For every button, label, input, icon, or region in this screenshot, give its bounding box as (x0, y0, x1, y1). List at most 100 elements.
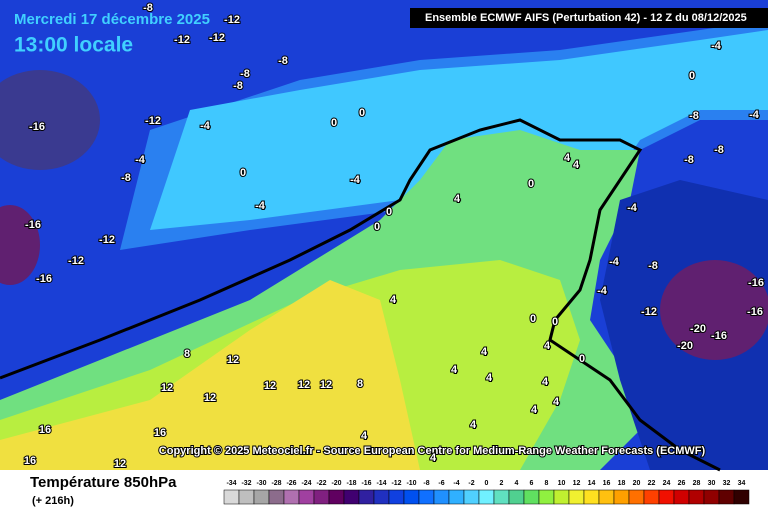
scale-label: -30 (256, 480, 266, 487)
scale-swatch (403, 489, 420, 505)
contour-label: -20 (690, 323, 706, 335)
model-info: Ensemble ECMWF AIFS (Perturbation 42) - … (425, 12, 747, 24)
contour-label: -8 (143, 2, 153, 14)
contour-label: -12 (209, 32, 225, 44)
contour-label: 4 (390, 294, 397, 306)
scale-swatch (553, 489, 570, 505)
scale-label: 2 (500, 480, 504, 487)
contour-label: 4 (481, 346, 488, 358)
contour-label: 8 (357, 378, 363, 390)
scale-swatch (493, 489, 510, 505)
scale-swatch (298, 489, 315, 505)
scale-label: 0 (485, 480, 489, 487)
scale-swatch (253, 489, 270, 505)
contour-label: 16 (154, 427, 166, 439)
scale-swatch (613, 489, 630, 505)
cold-core (0, 205, 40, 285)
scale-swatch (673, 489, 690, 505)
contour-label: -16 (36, 273, 52, 285)
contour-label: 0 (579, 353, 585, 365)
contour-label: 0 (359, 107, 365, 119)
contour-label: 4 (544, 340, 551, 352)
contour-label: 0 (374, 221, 380, 233)
scale-swatch (643, 489, 660, 505)
scale-swatch (418, 489, 435, 505)
scale-swatch (343, 489, 360, 505)
scale-label: 10 (558, 480, 566, 487)
scale-swatch (223, 489, 240, 505)
scale-label: -26 (286, 480, 296, 487)
contour-label: 12 (298, 379, 310, 391)
scale-label: -8 (423, 480, 429, 487)
scale-swatch (733, 489, 750, 505)
scale-label: -14 (376, 480, 386, 487)
contour-label: 16 (39, 424, 51, 436)
contour-label: -12 (68, 255, 84, 267)
scale-swatch (478, 489, 495, 505)
scale-label: 30 (708, 480, 716, 487)
scale-label: -22 (316, 480, 326, 487)
scale-label: -4 (453, 480, 459, 487)
contour-label: -8 (233, 80, 243, 92)
contour-label: -4 (255, 200, 266, 212)
contour-label: 12 (320, 379, 332, 391)
contour-label: 4 (454, 193, 461, 205)
contour-label: 12 (114, 458, 126, 470)
footer-lead: (+ 216h) (32, 495, 74, 507)
contour-label: 0 (386, 206, 392, 218)
contour-label: -16 (748, 277, 764, 289)
contour-label: -8 (121, 172, 131, 184)
scale-swatch (703, 489, 720, 505)
contour-label: 4 (564, 152, 571, 164)
footer-title: Température 850hPa (30, 474, 177, 491)
scale-label: -20 (331, 480, 341, 487)
contour-label: -8 (689, 110, 699, 122)
cold-core (660, 260, 768, 360)
contour-label: -12 (145, 115, 161, 127)
contour-label: 4 (430, 452, 437, 464)
scale-label: 6 (530, 480, 534, 487)
contour-label: 12 (227, 354, 239, 366)
contour-label: 0 (530, 313, 536, 325)
contour-label: -16 (747, 306, 763, 318)
scale-label: 32 (723, 480, 731, 487)
scale-label: 4 (515, 480, 519, 487)
scale-label: 18 (618, 480, 626, 487)
contour-label: -8 (648, 260, 658, 272)
scale-swatch (523, 489, 540, 505)
contour-label: -8 (278, 55, 288, 67)
scale-swatch (718, 489, 735, 505)
scale-swatch (538, 489, 555, 505)
contour-label: 12 (161, 382, 173, 394)
contour-label: -16 (711, 330, 727, 342)
contour-label: 4 (531, 404, 538, 416)
scale-swatch (658, 489, 675, 505)
contour-label: -8 (684, 154, 694, 166)
scale-label: -18 (346, 480, 356, 487)
scale-swatch (313, 489, 330, 505)
contour-label: 0 (331, 117, 337, 129)
scale-label: -2 (468, 480, 474, 487)
contour-label: -8 (240, 68, 250, 80)
scale-swatch (268, 489, 285, 505)
scale-swatch (358, 489, 375, 505)
scale-label: 16 (603, 480, 611, 487)
scale-label: 12 (573, 480, 581, 487)
scale-swatch (373, 489, 390, 505)
contour-label: 8 (184, 348, 190, 360)
contour-label: -12 (99, 234, 115, 246)
contour-label: 4 (573, 159, 580, 171)
scale-swatch (583, 489, 600, 505)
contour-label: -4 (200, 120, 211, 132)
contour-label: 4 (470, 419, 477, 431)
contour-label: -4 (749, 109, 760, 121)
scale-label: -34 (226, 480, 236, 487)
contour-label: 4 (361, 430, 368, 442)
time: 13:00 locale (14, 34, 133, 57)
copyright: Copyright © 2025 Meteociel.fr - Source E… (159, 445, 706, 457)
zero-isotherm (0, 118, 721, 472)
scale-label: -16 (361, 480, 371, 487)
contour-label: -8 (714, 144, 724, 156)
header-box (410, 8, 768, 28)
